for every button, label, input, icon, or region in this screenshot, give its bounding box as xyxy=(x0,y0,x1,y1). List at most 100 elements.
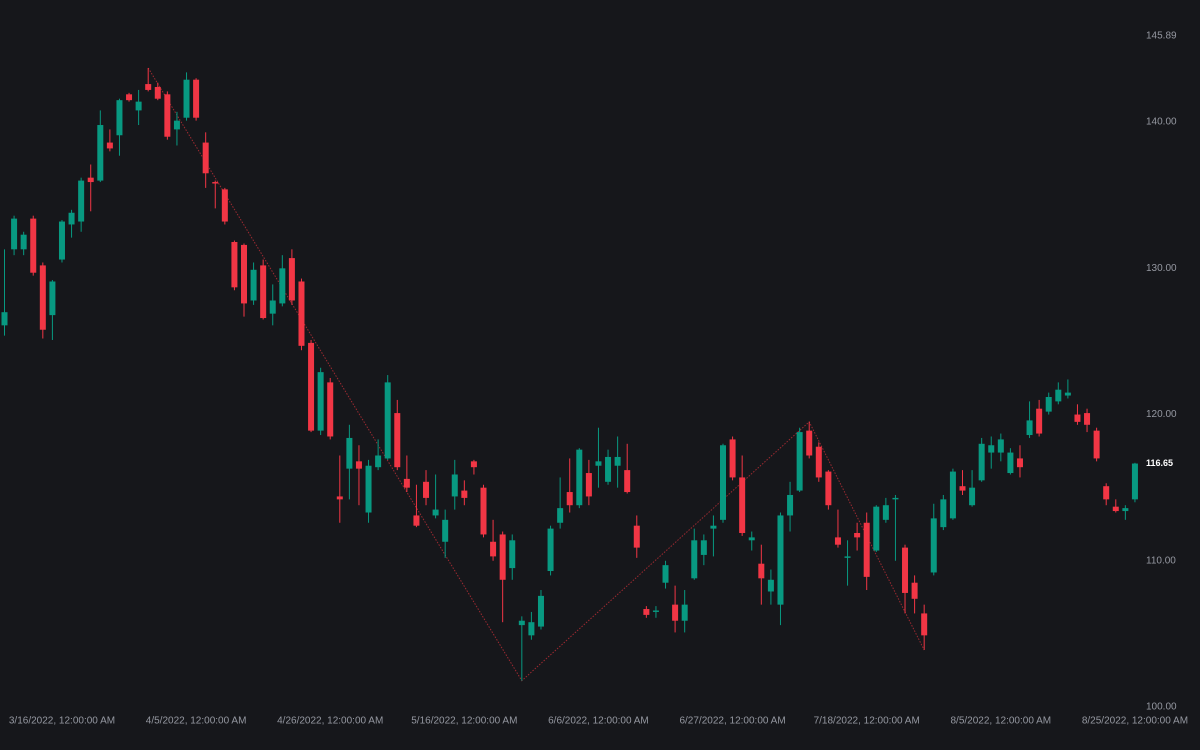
candle-body xyxy=(11,218,18,250)
candle-body xyxy=(480,487,487,535)
candle-body xyxy=(49,281,56,316)
candle-body xyxy=(355,461,362,469)
candle-body xyxy=(154,87,161,99)
candle-body xyxy=(78,180,85,222)
candle-body xyxy=(767,579,774,592)
candle-body xyxy=(451,474,458,497)
candle-body xyxy=(164,94,171,137)
candle-body xyxy=(403,478,410,488)
candle-body xyxy=(700,540,707,555)
candle-body xyxy=(969,487,976,506)
y-tick-label: 140.00 xyxy=(1146,117,1177,128)
candle-body xyxy=(806,430,813,456)
candle-body xyxy=(135,101,142,111)
candle-body xyxy=(787,494,794,516)
candle-body xyxy=(106,142,113,149)
candle-body xyxy=(662,565,669,583)
candle-body xyxy=(652,610,659,612)
candle-body xyxy=(1084,413,1091,425)
candle-body xyxy=(241,244,247,304)
candle-body xyxy=(231,242,238,288)
candle-body xyxy=(269,300,276,314)
candle-body xyxy=(1,312,8,326)
candle-body xyxy=(1064,392,1071,396)
candle-body xyxy=(854,532,861,538)
candle-body xyxy=(595,461,602,466)
candle-body xyxy=(691,540,698,579)
candle-body xyxy=(39,265,46,330)
candle-body xyxy=(394,413,401,468)
x-tick-label: 8/25/2022, 12:00:00 AM xyxy=(1082,716,1188,727)
candle-body xyxy=(681,604,688,621)
candle-body xyxy=(20,234,27,250)
candle-body xyxy=(58,221,65,260)
candle-body xyxy=(834,537,841,545)
candle-body xyxy=(1036,408,1043,434)
candle-body xyxy=(825,471,832,506)
candle-body xyxy=(384,382,391,459)
candle-body xyxy=(614,456,621,466)
x-tick-label: 6/27/2022, 12:00:00 AM xyxy=(679,716,785,727)
last-price-label: 116.65 xyxy=(1146,458,1173,468)
candle-body xyxy=(729,439,736,478)
x-tick-label: 7/18/2022, 12:00:00 AM xyxy=(814,716,920,727)
candle-body xyxy=(68,212,75,225)
candle-body xyxy=(892,497,899,500)
candle-body xyxy=(250,269,257,301)
candle-body xyxy=(882,505,889,520)
x-tick-label: 4/5/2022, 12:00:00 AM xyxy=(146,716,247,727)
y-tick-label: 145.89 xyxy=(1146,31,1177,42)
x-tick-label: 6/6/2022, 12:00:00 AM xyxy=(548,716,649,727)
candle-body xyxy=(997,439,1004,453)
candle-body xyxy=(902,547,909,593)
candle-body xyxy=(1131,463,1138,500)
candle-body xyxy=(346,437,353,469)
y-tick-label: 110.00 xyxy=(1146,555,1176,566)
candle-body xyxy=(298,281,305,346)
candle-body xyxy=(30,218,37,273)
candle-body xyxy=(116,100,123,136)
candle-body xyxy=(413,515,420,526)
candle-body xyxy=(624,470,631,493)
candle-body xyxy=(1055,389,1062,402)
candle-body xyxy=(317,372,324,431)
x-tick-label: 4/26/2022, 12:00:00 AM xyxy=(277,716,383,727)
candle-body xyxy=(537,595,544,627)
candle-body xyxy=(672,604,679,621)
y-tick-label: 100.00 xyxy=(1146,702,1177,713)
candle-body xyxy=(748,537,755,541)
candle-body xyxy=(796,432,803,491)
candle-body xyxy=(145,84,152,90)
candle-body xyxy=(576,449,583,506)
candle-body xyxy=(940,499,947,528)
candle-body xyxy=(633,525,640,548)
candle-body xyxy=(126,94,133,101)
candle-body xyxy=(873,506,880,551)
candle-body xyxy=(499,534,506,580)
candle-body xyxy=(221,189,228,222)
x-tick-label: 3/16/2022, 12:00:00 AM xyxy=(9,716,115,727)
candle-body xyxy=(1112,506,1119,512)
candle-body xyxy=(288,258,295,301)
candle-body xyxy=(557,508,564,523)
x-tick-label: 8/5/2022, 12:00:00 AM xyxy=(950,716,1051,727)
candle-body xyxy=(777,515,784,605)
candle-body xyxy=(1045,397,1052,412)
candle-body xyxy=(193,79,200,118)
candle-body xyxy=(547,528,554,572)
candle-body xyxy=(1016,458,1023,468)
candle-body xyxy=(1103,486,1110,500)
candle-body xyxy=(173,120,180,130)
candle-body xyxy=(643,609,650,615)
candle-body xyxy=(758,563,765,579)
candle-body xyxy=(566,492,573,506)
candle-body xyxy=(1074,414,1081,422)
candle-body xyxy=(432,509,439,516)
candle-body xyxy=(375,455,382,468)
candle-body xyxy=(423,481,430,498)
candle-body xyxy=(202,142,209,174)
candle-body xyxy=(97,125,104,181)
candle-body xyxy=(183,79,190,118)
candle-body xyxy=(585,473,592,497)
